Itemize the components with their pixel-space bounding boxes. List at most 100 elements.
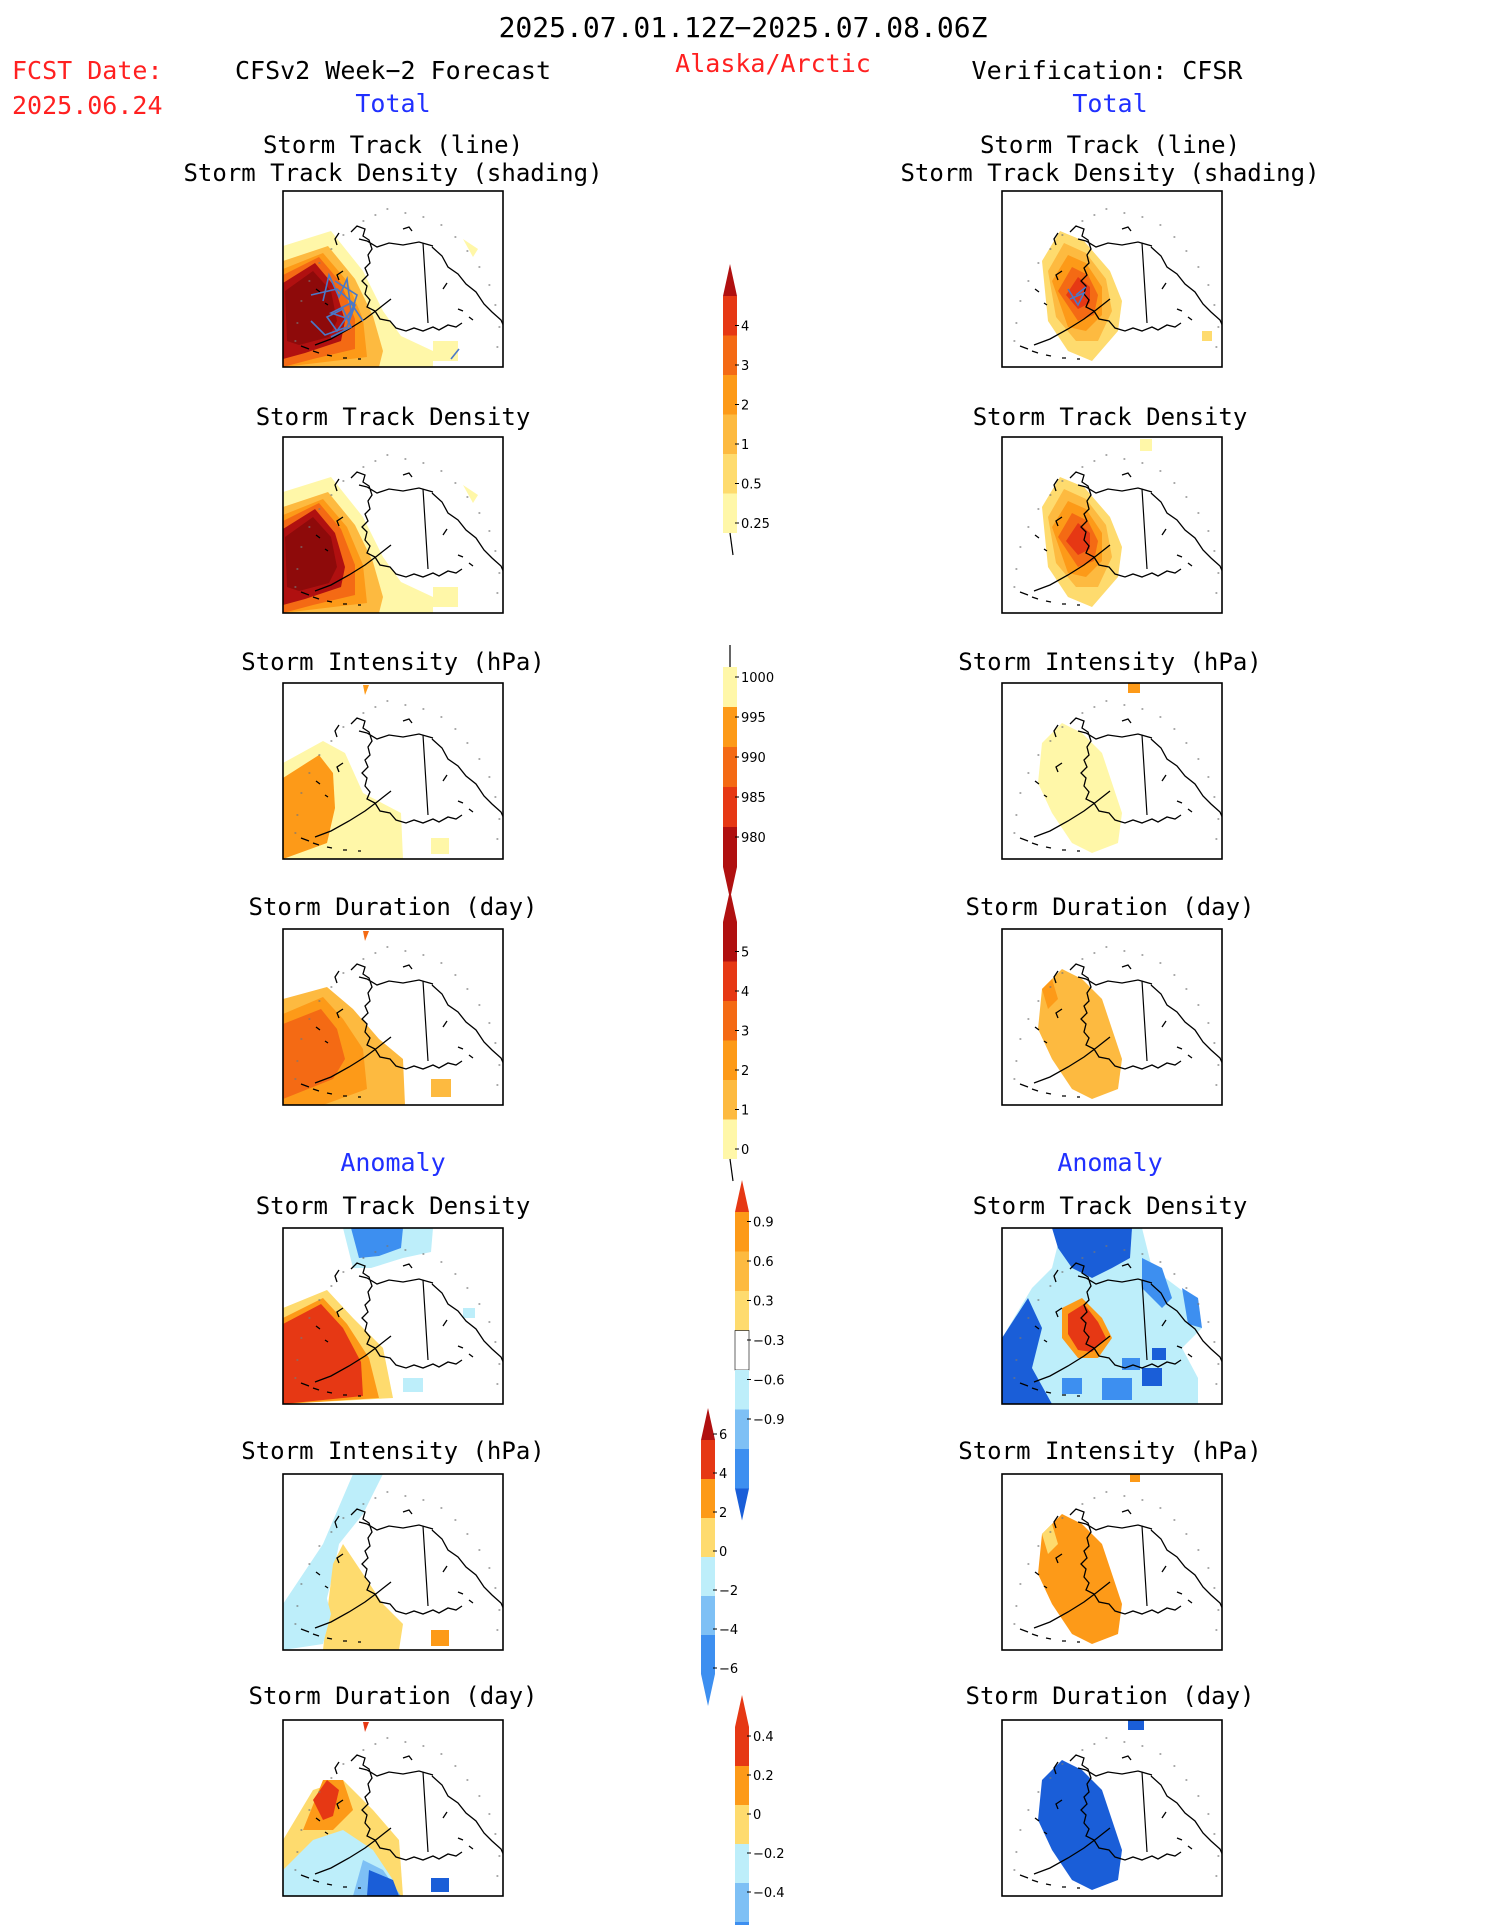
- colorbar-segment: [735, 1844, 749, 1883]
- colorbar-segment: [701, 1518, 715, 1557]
- coastline: [314, 471, 503, 592]
- map-right-density: [1001, 436, 1223, 614]
- colorbar-bottom-line: [729, 532, 734, 556]
- map-frame: [282, 190, 504, 368]
- islands: [1019, 1509, 1193, 1643]
- map-left-duration: [282, 928, 504, 1106]
- colorbar-bottom-arrow: [723, 867, 737, 899]
- islands: [1019, 1263, 1193, 1397]
- islands: [300, 718, 474, 852]
- graticule-dots: [294, 946, 501, 1086]
- colorbar-segment: [723, 922, 737, 962]
- map-left-anom-duration: [282, 1719, 504, 1897]
- colorbar-tick-label: 0.2: [753, 1769, 774, 1784]
- colorbar-segment: [723, 787, 737, 827]
- colorbar-segment: [701, 1557, 715, 1596]
- panel-title-left-5: Storm Track Density: [255, 1192, 531, 1220]
- coastline: [314, 225, 503, 346]
- colorbar-segment: [735, 1409, 749, 1449]
- colorbar-segment: [723, 667, 737, 707]
- colorbar-duration-anomaly: 0.4 0.2 0 −0.2 −0.4: [735, 1695, 785, 1925]
- colorbar-tick-label: 0.4: [753, 1730, 774, 1745]
- storm-track-line: [328, 280, 364, 322]
- colorbar-tick-label: −4: [719, 1623, 738, 1638]
- colorbar-tick-label: 2: [741, 1064, 749, 1079]
- islands: [1019, 1755, 1193, 1889]
- map-frame: [1001, 436, 1223, 614]
- map-left-track: [282, 190, 504, 368]
- graticule-dots: [294, 1491, 501, 1631]
- country-border: [422, 980, 429, 1062]
- colorbar-segment: [735, 1251, 749, 1291]
- fcst-date-label: FCST Date:: [12, 56, 163, 85]
- anomaly-label-left: Anomaly: [340, 1148, 446, 1177]
- panel-title-right-5: Storm Track Density: [972, 1192, 1248, 1220]
- graticule-dots: [1013, 1245, 1220, 1385]
- map-frame: [282, 436, 504, 614]
- colorbar-segment: [735, 1922, 749, 1925]
- panel-title-left-4: Storm Duration (day): [248, 893, 538, 921]
- graticule-dots: [1013, 454, 1220, 594]
- coastline: [1033, 471, 1222, 592]
- colorbar-top-arrow: [735, 1180, 749, 1212]
- map-frame: [1001, 1227, 1223, 1405]
- colorbar-segment: [735, 1291, 749, 1331]
- forecast-title: CFSv2 Week−2 Forecast: [234, 56, 552, 85]
- country-border: [422, 1771, 429, 1853]
- colorbar-tick-label: 0.5: [741, 478, 762, 493]
- colorbar-tick-label: 0.25: [741, 517, 770, 532]
- colorbar-segment: [701, 1635, 715, 1674]
- colorbar-density-anomaly: 0.9 0.6 0.3 −0.3 −0.6 −0.9: [734, 1180, 785, 1521]
- colorbar-tick-label: 980: [741, 831, 766, 846]
- map-frame: [282, 1719, 504, 1897]
- colorbar-segment: [735, 1370, 749, 1410]
- coastline: [1033, 1508, 1222, 1629]
- colorbar-tick-label: 0.6: [753, 1255, 774, 1270]
- graticule-dots: [294, 454, 501, 594]
- panel-title-right-3: Storm Intensity (hPa): [958, 648, 1262, 676]
- map-frame: [282, 928, 504, 1106]
- islands: [1019, 226, 1193, 360]
- anomaly-label-right: Anomaly: [1057, 1148, 1163, 1177]
- storm-track-line: [1067, 288, 1086, 307]
- map-right-track: [1001, 190, 1223, 368]
- colorbar-segment: [723, 335, 737, 375]
- colorbar-density-total: 4 3 2 1 0.5 0.25: [723, 264, 770, 556]
- map-left-anom-density: [282, 1227, 504, 1405]
- graticule-dots: [1013, 208, 1220, 348]
- panel-title-right-1: Storm Track (line) Storm Track Density (…: [900, 131, 1320, 187]
- map-left-intensity: [282, 682, 504, 860]
- storm-track-line: [310, 288, 356, 336]
- panel-title-right-7: Storm Duration (day): [965, 1682, 1255, 1710]
- country-border: [422, 1279, 429, 1361]
- colorbar-intensity-total: 1000 995 990 985 980: [723, 645, 774, 899]
- map-frame: [282, 682, 504, 860]
- colorbar-segment: [723, 296, 737, 336]
- colorbar-tick-label: 990: [741, 751, 766, 766]
- graticule-dots: [294, 208, 501, 348]
- colorbar-top-arrow: [735, 1695, 749, 1727]
- colorbar-top-arrow: [701, 1408, 715, 1440]
- colorbar-tick-label: 1: [741, 1104, 749, 1119]
- colorbar-tick-label: 4: [741, 320, 749, 335]
- graticule-dots: [294, 1245, 501, 1385]
- map-frame: [282, 1473, 504, 1651]
- coastline: [314, 1262, 503, 1383]
- map-left-anom-intensity: [282, 1473, 504, 1651]
- coastline: [1033, 717, 1222, 838]
- colorbar-tick-label: 2: [719, 1506, 727, 1521]
- colorbar-tick-label: −0.3: [753, 1334, 785, 1349]
- colorbar-segment: [723, 1001, 737, 1041]
- colorbar-segment: [701, 1596, 715, 1635]
- colorbar-tick-label: 0: [719, 1545, 727, 1560]
- country-border: [1141, 980, 1148, 1062]
- islands: [300, 964, 474, 1098]
- graticule-dots: [1013, 700, 1220, 840]
- map-left-density: [282, 436, 504, 614]
- islands: [300, 1755, 474, 1889]
- colorbar-tick-label: 4: [719, 1467, 727, 1482]
- fcst-date-value: 2025.06.24: [12, 91, 163, 120]
- colorbar-segment: [735, 1766, 749, 1805]
- map-right-anom-intensity: [1001, 1473, 1223, 1651]
- country-border: [422, 1525, 429, 1607]
